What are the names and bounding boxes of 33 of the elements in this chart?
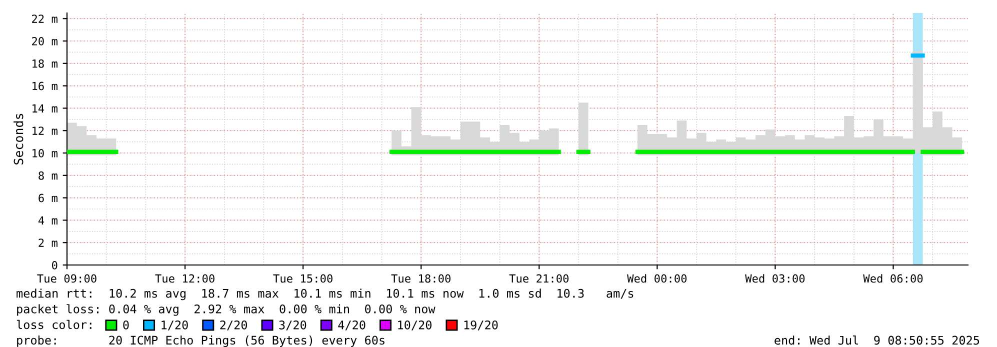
legend-label: 1/20 [162,320,188,330]
y-tick-label: 18 m [32,59,58,68]
x-tick-label: Wed 00:00 [627,274,687,283]
y-tick-label: 2 m [38,238,58,247]
y-tick-label: 10 m [32,149,58,158]
x-tick-label: Tue 09:00 [37,274,96,283]
y-tick-label: 22 m [32,14,58,23]
y-tick-label: 4 m [38,216,58,224]
y-tick-label: 12 m [32,126,58,135]
x-tick-label: Wed 06:00 [863,274,923,283]
text: median rtt: 10.2 ms avg 18.7 ms max 10.1 ms min 10.1 ms now 1.0 ms sd 10.3 am/s [16,288,634,300]
legend-label: 19/20 [464,320,498,330]
text: packet loss: 0.04 % avg 2.92 % max 0.00 % min 0.00 % now [17,304,436,316]
y-tick-label: 8 m [38,171,58,180]
x-tick-label: Wed 03:00 [745,274,805,283]
x-tick-label: Tue 12:00 [155,274,214,283]
y-tick-label: 20 m [32,37,58,46]
legend-label: 3/20 [279,320,306,330]
y-axis-title: Seconds [14,114,24,164]
text: end: Wed Jul 9 08:50:55 2025 [774,336,980,345]
y-tick-label: 0 [52,261,58,270]
y-tick-label: 14 m [32,104,58,112]
legend-label: 0 [123,320,129,330]
x-tick-label: Tue 18:00 [391,274,450,283]
y-tick-label: 6 m [38,194,58,202]
x-tick-label: Tue 21:00 [509,274,569,283]
legend-title: loss color: [16,320,92,330]
text: probe: 20 ICMP Echo Pings (56 Bytes) every 60s [17,335,384,347]
y-tick-label: 16 m [32,82,58,90]
legend-label: 2/20 [220,320,248,330]
x-tick-label: Tue 15:00 [273,274,332,283]
legend-label: 4/20 [338,320,366,330]
legend-label: 10/20 [398,320,432,330]
